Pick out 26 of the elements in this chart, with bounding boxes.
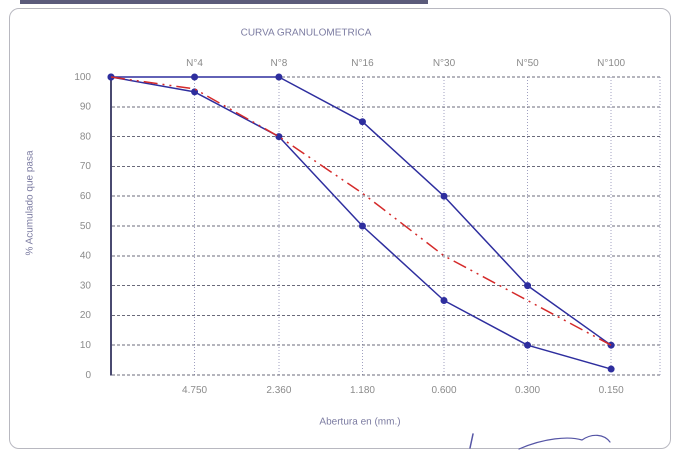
y-tick-label: 40 (80, 250, 92, 262)
text: N°30 (432, 58, 456, 69)
text: N°16 (351, 58, 374, 69)
y-tick-label: 20 (80, 310, 92, 322)
x-axis-title: Abertura en (mm.) (319, 416, 401, 428)
y-axis-title: % Acumulado que pasa (24, 150, 36, 256)
y-tick-label: 50 (80, 220, 92, 232)
y-tick-label: 70 (80, 161, 92, 172)
y-tick-label: 10 (80, 340, 92, 351)
y-tick-label: 100 (74, 72, 92, 83)
x-tick-label: 0.300 (515, 384, 540, 396)
x-tick-label: 1.180 (350, 384, 376, 396)
text: N°100 (597, 58, 626, 69)
chart-title: CURVA GRANULOMETRICA (240, 28, 372, 38)
y-tick-label: 90 (80, 102, 92, 113)
y-tick-label: 30 (80, 280, 92, 292)
text: N°8 (270, 58, 288, 69)
x-tick-label: 0.600 (431, 384, 457, 396)
y-tick-label: 0 (85, 370, 92, 381)
y-tick-label: 80 (80, 131, 92, 142)
y-tick-label: 60 (80, 190, 92, 202)
text: N°50 (516, 58, 540, 69)
x-tick-label: 0.150 (598, 384, 624, 396)
x-tick-label: 4.750 (182, 384, 208, 396)
x-tick-label: 2.360 (266, 384, 292, 396)
text: N°4 (186, 58, 204, 69)
